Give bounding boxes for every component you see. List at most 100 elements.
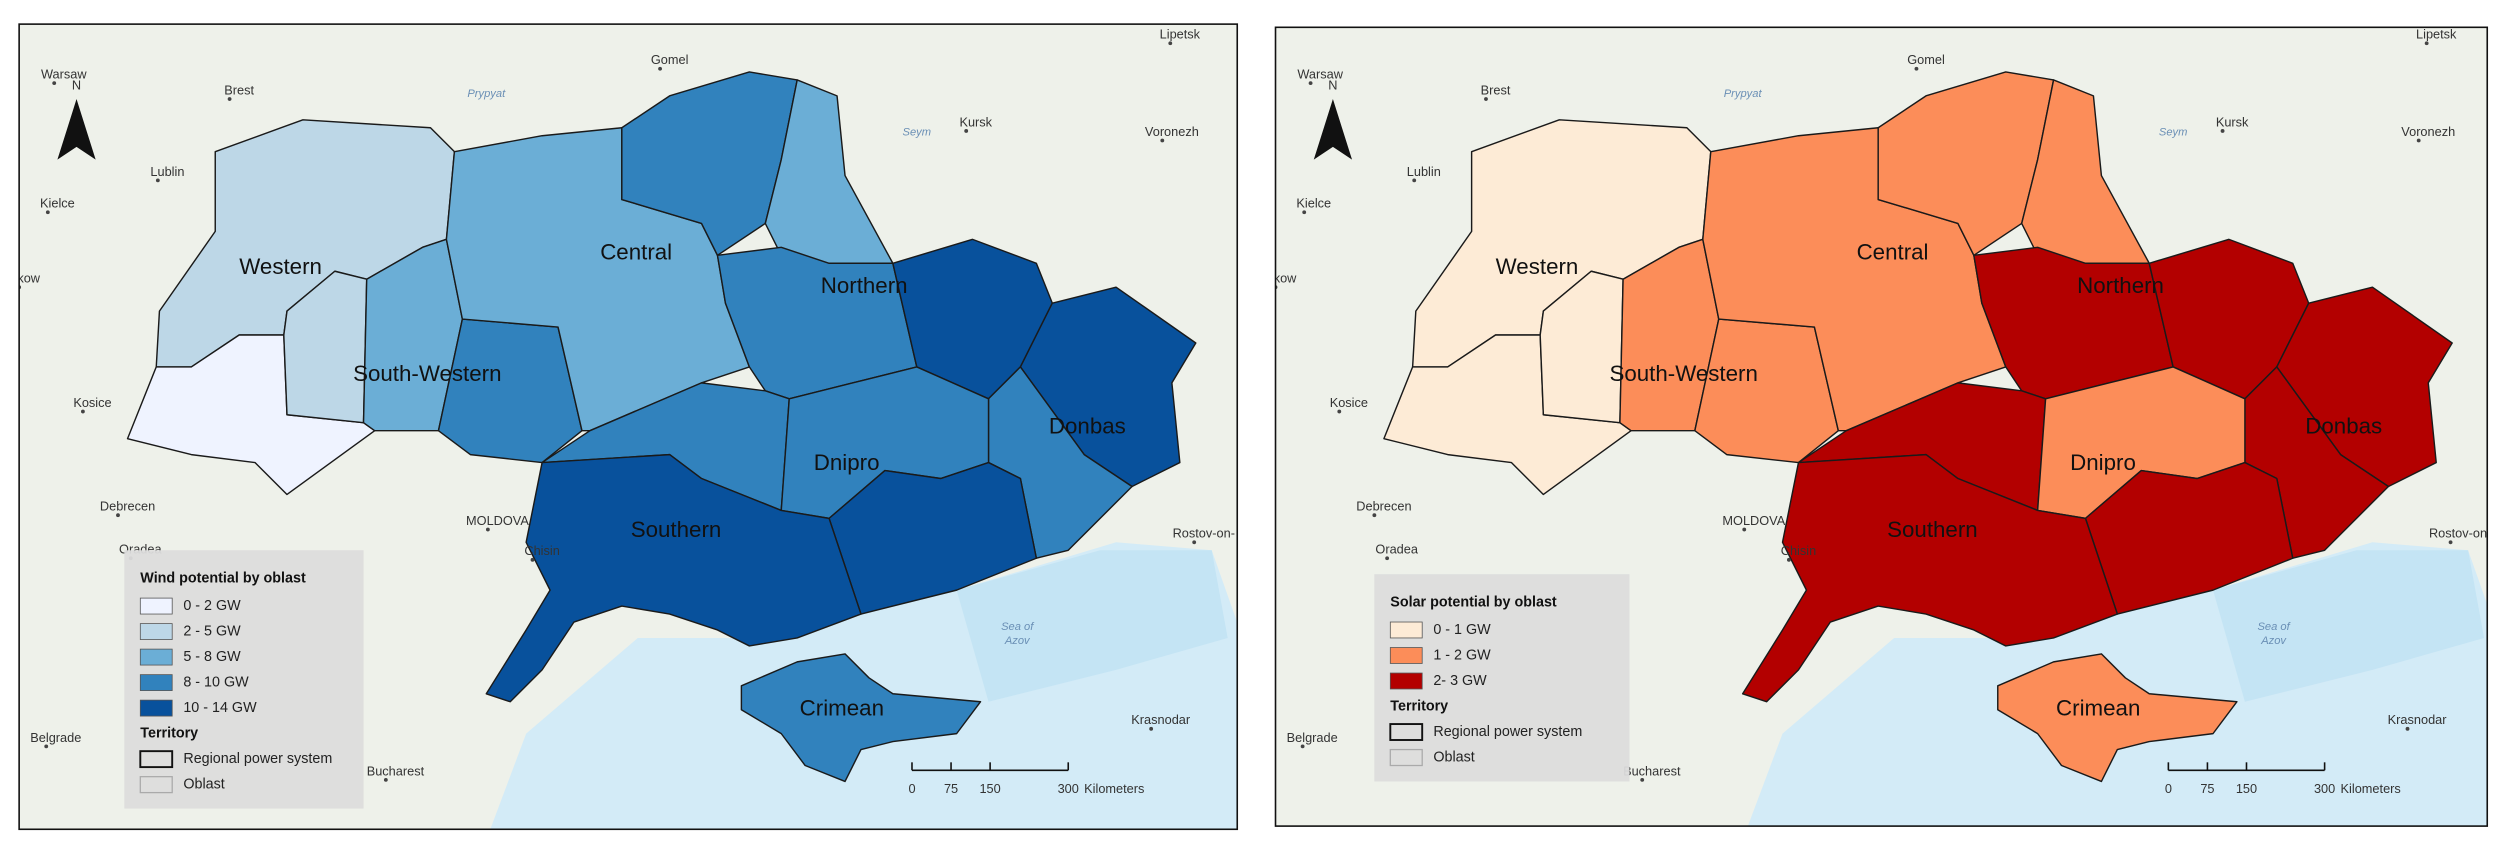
place-label: Bucharest — [367, 763, 425, 778]
place-label: Debrecen — [1356, 499, 1411, 514]
panel-frame — [18, 23, 1239, 831]
region-label: Northern — [821, 273, 908, 298]
scale-unit: Kilometers — [2341, 781, 2401, 796]
place-label: MOLDOVA — [1722, 513, 1785, 528]
legend-label: 10 - 14 GW — [183, 700, 257, 716]
water-label: Prypyat — [1724, 88, 1763, 100]
place-label: Kielce — [40, 196, 75, 211]
city-dot — [1168, 41, 1173, 46]
region-label: Western — [239, 254, 322, 279]
place-label: Gomel — [651, 52, 689, 67]
city-dot — [1160, 138, 1165, 143]
place-label: Krasnodar — [2388, 712, 2448, 727]
place-label: Chisin — [1781, 543, 1816, 558]
city-dot — [1786, 557, 1791, 562]
place-label: Kosice — [73, 395, 111, 410]
water-label: Azov — [1004, 635, 1031, 647]
legend-swatch — [1389, 672, 1423, 690]
legend-label: Regional power system — [183, 751, 332, 767]
region-label: South-Western — [353, 361, 501, 386]
legend-swatch — [139, 750, 174, 769]
map-panel: Warsaw Brest Gomel Lipetsk Lublin Kursk Vorone… — [17, 24, 1238, 830]
place-label: kow — [17, 271, 40, 286]
legend-swatch — [139, 699, 173, 717]
city-dot — [1372, 513, 1377, 518]
place-label: MOLDOVA — [466, 513, 529, 528]
legend-title: Wind potential by oblast — [140, 571, 306, 587]
place-label: Kursk — [959, 114, 992, 129]
city-dot — [2448, 540, 2453, 545]
legend-label: Oblast — [183, 776, 224, 792]
place-label: Belgrade — [1287, 730, 1338, 745]
legend-label: 2- 3 GW — [1433, 673, 1487, 689]
city-dot — [658, 66, 662, 71]
city-dot — [530, 557, 535, 562]
city-dot — [80, 409, 85, 414]
legend-swatch — [1389, 723, 1424, 741]
legend-label: 2 - 5 GW — [183, 623, 241, 639]
water-label: Azov — [2260, 635, 2287, 647]
scale-tick-label: 75 — [944, 781, 958, 796]
region-label: Western — [1496, 254, 1579, 279]
city-dot — [1337, 409, 1342, 414]
legend-title: Solar potential by oblast — [1390, 595, 1557, 611]
legend-swatch — [139, 623, 173, 640]
region-label: Crimean — [2056, 696, 2140, 721]
place-label: Chisin — [524, 543, 559, 558]
scale-tick-label: 75 — [2200, 781, 2214, 796]
legend-swatch — [139, 648, 173, 666]
place-label: Debrecen — [100, 499, 155, 514]
oblast — [740, 653, 982, 783]
place-label: Lublin — [150, 164, 184, 179]
city-dot — [2220, 129, 2225, 133]
scale-tick-label: 150 — [979, 781, 1000, 796]
legend-label: 0 - 2 GW — [183, 598, 241, 614]
city-dot — [52, 81, 57, 86]
north-label: N — [72, 78, 81, 93]
place-label: Krasnodar — [1131, 712, 1191, 727]
legend-label: Regional power system — [1433, 724, 1582, 740]
place-label: Brest — [1481, 82, 1511, 97]
place-label: kow — [1274, 271, 1297, 286]
legend-label: 5 - 8 GW — [183, 649, 241, 665]
city-dot — [2416, 138, 2421, 143]
water-label: Seym — [2159, 126, 2188, 138]
city-dot — [1484, 97, 1488, 101]
region-label: Central — [1857, 240, 1929, 265]
city-dot — [1412, 178, 1417, 183]
oblast — [1741, 453, 2119, 703]
city-dot — [1742, 527, 1747, 532]
legend-label: 0 - 1 GW — [1433, 622, 1491, 638]
legend-swatch — [1389, 748, 1423, 767]
region-label: Dnipro — [2070, 450, 2136, 475]
city-dot — [1640, 777, 1645, 782]
place-label: Brest — [224, 82, 254, 97]
place-label: Warsaw — [1297, 67, 1343, 82]
north-arrow — [57, 99, 96, 160]
water-label: Prypyat — [467, 88, 506, 100]
place-label: Oradea — [1375, 542, 1418, 557]
oblast — [485, 453, 862, 703]
legend-swatch — [139, 776, 173, 794]
legend-subtitle: Territory — [140, 725, 198, 741]
city-dot — [2405, 726, 2410, 731]
legend-label: 1 - 2 GW — [1433, 647, 1491, 663]
city-dot — [44, 744, 49, 749]
north-arrow — [1313, 99, 1353, 160]
map-content: Warsaw Brest Gomel Lipetsk Lublin Kursk Vorone… — [1274, 27, 2488, 827]
place-label: Lipetsk — [1160, 27, 1201, 42]
scale-tick-label: 300 — [1058, 781, 1079, 796]
region-label: Dnipro — [814, 450, 880, 475]
place-label: Bucharest — [1623, 763, 1681, 778]
panel-frame — [1274, 26, 2489, 827]
city-dot — [1914, 66, 1919, 71]
water-label: Sea of — [1001, 621, 1035, 633]
water-label: Seym — [903, 126, 932, 138]
city-dot — [116, 513, 120, 518]
city-dot — [45, 210, 50, 215]
place-label: Voronezh — [2401, 124, 2455, 139]
city-dot — [1308, 81, 1313, 86]
region-label: Northern — [2077, 273, 2164, 298]
